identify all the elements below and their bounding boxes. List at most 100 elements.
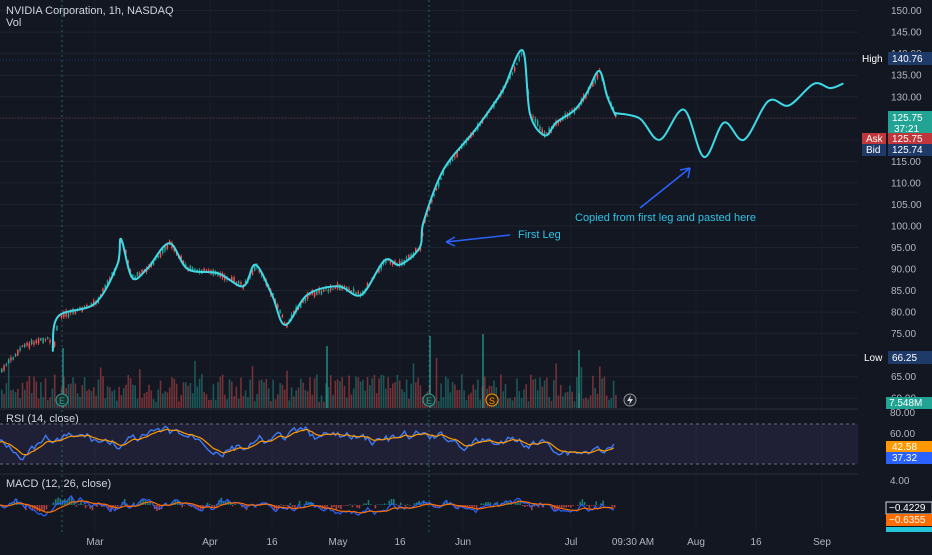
candle	[31, 340, 33, 344]
volume-bar	[26, 381, 28, 408]
volume-bar	[305, 390, 307, 408]
volume-bar	[249, 380, 251, 408]
price-tick: 75.00	[891, 329, 916, 340]
volume-bar	[197, 386, 199, 408]
price-tick: 130.00	[891, 92, 922, 103]
volume-bar	[417, 378, 419, 408]
volume-bar	[567, 392, 569, 408]
volume-bar	[185, 382, 187, 408]
candle	[61, 315, 63, 318]
volume-bar	[360, 382, 362, 409]
volume-bar	[84, 377, 86, 408]
volume-bar	[590, 395, 592, 408]
volume-bar	[339, 381, 341, 408]
volume-bar	[551, 401, 553, 408]
lightning-event[interactable]	[624, 394, 636, 406]
macd-histogram-bar	[280, 504, 282, 505]
volume-bar	[346, 398, 348, 408]
volume-bar	[109, 387, 111, 408]
volume-bar	[275, 399, 277, 408]
volume-bar	[226, 399, 228, 408]
volume-bar	[217, 382, 219, 408]
macd-histogram-bar	[347, 505, 349, 506]
volume-bar	[95, 396, 97, 408]
volume-bar	[180, 395, 182, 408]
volume-bar	[390, 388, 392, 408]
candle	[532, 117, 534, 118]
macd-histogram-bar	[388, 501, 390, 505]
split-event[interactable]: S	[486, 394, 498, 406]
volume-label[interactable]: Vol	[6, 17, 21, 29]
macd-histogram-bar	[471, 505, 473, 507]
volume-bar	[270, 401, 272, 408]
volume-bar	[111, 391, 113, 408]
macd-histogram-bar	[566, 505, 568, 507]
volume-bar	[10, 390, 12, 408]
volume-bar	[376, 393, 378, 408]
macd-histogram-bar	[414, 503, 416, 505]
candle	[137, 272, 139, 276]
macd-histogram-bar	[586, 505, 588, 506]
candle	[45, 339, 47, 340]
candle	[24, 344, 26, 347]
volume-bar	[298, 388, 300, 409]
volume-bar	[289, 400, 291, 408]
macd-histogram-bar	[83, 504, 85, 505]
volume-bar	[369, 385, 371, 408]
candle	[19, 348, 21, 351]
price-tick: 85.00	[891, 286, 916, 297]
volume-bar	[574, 401, 576, 408]
volume-bar	[171, 377, 173, 408]
macd-histogram-bar	[158, 505, 160, 510]
volume-bar	[100, 368, 102, 409]
price-tick: 80.00	[891, 308, 916, 319]
earnings-event-2[interactable]: E	[423, 394, 435, 406]
macd-histogram-bar	[285, 505, 287, 506]
volume-bar	[358, 377, 360, 408]
volume-bar	[335, 381, 337, 408]
macd-histogram-bar	[345, 505, 347, 506]
volume-bar	[546, 378, 548, 408]
volume-value: 7.548M	[889, 398, 922, 409]
volume-bar	[535, 379, 537, 408]
volume-bar	[597, 394, 599, 408]
volume-bar	[286, 371, 288, 408]
volume-bar	[88, 389, 90, 408]
candle	[3, 366, 5, 371]
volume-bar	[153, 399, 155, 408]
macd-histogram-bar	[579, 502, 581, 505]
volume-bar	[224, 395, 226, 408]
rsi-label[interactable]: RSI (14, close)	[6, 413, 79, 425]
macd-label[interactable]: MACD (12, 26, close)	[6, 478, 111, 490]
volume-bar	[410, 384, 412, 408]
volume-bar	[238, 399, 240, 408]
volume-bar	[102, 376, 104, 408]
volume-bar	[13, 390, 15, 409]
volume-bar	[523, 389, 525, 408]
candle	[6, 364, 8, 365]
ask-value: 125.75	[892, 134, 923, 145]
earnings-marker-label: E	[426, 396, 432, 406]
volume-bar	[45, 378, 47, 408]
volume-bar	[164, 391, 166, 408]
earnings-event-1[interactable]: E	[56, 394, 68, 406]
macd-histogram-bar	[41, 505, 43, 510]
volume-bar	[293, 397, 295, 409]
candle	[29, 343, 31, 347]
high-tag: High 140.76	[860, 52, 932, 65]
volume-bar	[148, 385, 150, 408]
volume-bar	[362, 380, 364, 408]
volume-bar	[615, 395, 617, 408]
candle	[358, 292, 360, 294]
volume-bar	[284, 390, 286, 408]
symbol-title[interactable]: NVIDIA Corporation, 1h, NASDAQ	[6, 5, 174, 17]
volume-bar	[381, 375, 383, 408]
volume-bar	[611, 398, 613, 408]
volume-bar	[176, 384, 178, 408]
volume-bar	[243, 396, 245, 408]
macd-histogram-bar	[43, 505, 45, 511]
volume-bar	[438, 401, 440, 408]
volume-bar	[420, 385, 422, 408]
